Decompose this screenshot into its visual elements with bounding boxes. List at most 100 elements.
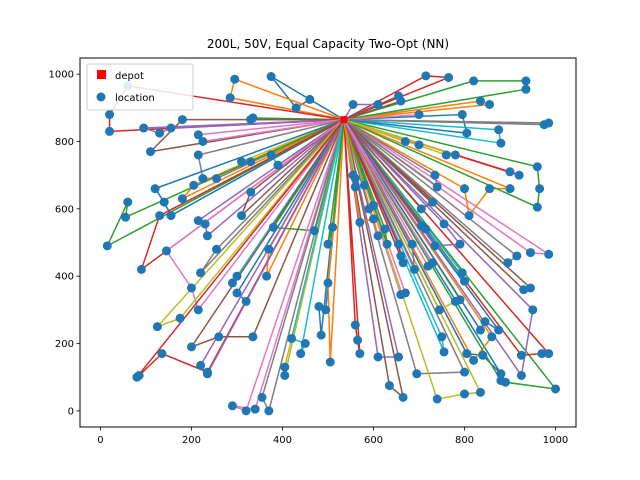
x-tick-label: 200 — [182, 435, 201, 446]
location-point — [516, 370, 526, 380]
location-point — [439, 347, 449, 357]
location-point — [350, 174, 360, 184]
location-point — [409, 264, 419, 274]
location-point — [230, 74, 240, 84]
route-line-61 — [343, 113, 468, 134]
location-point — [291, 103, 301, 113]
location-point — [373, 231, 383, 241]
location-point — [202, 231, 212, 241]
location-point — [398, 258, 408, 268]
location-point — [460, 367, 470, 377]
location-point — [400, 136, 410, 146]
location-point — [380, 224, 390, 234]
location-point — [421, 224, 431, 234]
location-point — [359, 180, 369, 190]
location-point — [475, 387, 485, 397]
location-point — [494, 125, 504, 135]
location-point — [460, 184, 470, 194]
route-line-18 — [199, 119, 345, 274]
location-point — [193, 305, 203, 315]
location-point — [105, 110, 115, 120]
location-point — [300, 339, 310, 349]
location-point — [532, 202, 542, 212]
location-point — [455, 239, 465, 249]
y-tick-label: 600 — [55, 204, 74, 215]
y-tick-label: 400 — [55, 272, 74, 283]
location-point — [457, 110, 467, 120]
x-axis: 0 200 400 600 800 1000 — [97, 427, 568, 446]
location-point — [280, 370, 290, 380]
location-point — [460, 389, 470, 399]
location-point — [314, 301, 324, 311]
location-point — [503, 258, 513, 268]
route-line-33 — [327, 119, 345, 245]
depot-layer — [340, 116, 348, 124]
location-point — [464, 211, 474, 221]
location-point — [394, 239, 404, 249]
location-point — [421, 71, 431, 81]
location-point — [139, 123, 149, 133]
location-point — [460, 276, 470, 286]
route-line-52 — [343, 118, 511, 217]
location-point — [241, 296, 251, 306]
y-tick-label: 1000 — [49, 70, 74, 81]
location-point — [430, 170, 440, 180]
location-point — [157, 349, 167, 359]
location-point — [496, 369, 506, 379]
location-point — [212, 174, 222, 184]
y-tick-label: 200 — [55, 339, 74, 350]
location-point — [134, 370, 144, 380]
location-point — [428, 197, 438, 207]
location-point — [177, 194, 187, 204]
location-point — [432, 182, 442, 192]
location-point — [407, 239, 417, 249]
legend-depot-label: depot — [115, 71, 144, 82]
location-point — [475, 325, 485, 335]
location-point — [161, 246, 171, 256]
location-point — [232, 288, 242, 298]
location-point — [296, 349, 306, 359]
location-point — [305, 94, 315, 104]
location-point — [485, 184, 495, 194]
location-point — [105, 126, 115, 136]
location-point — [166, 211, 176, 221]
route-line-59 — [343, 118, 457, 156]
route-line-58 — [343, 118, 438, 188]
location-point — [485, 99, 495, 109]
location-point — [382, 239, 392, 249]
location-point — [193, 216, 203, 226]
location-point — [225, 93, 235, 103]
location-point — [412, 369, 422, 379]
location-point — [437, 332, 447, 342]
location-point — [414, 140, 424, 150]
location-point — [212, 244, 222, 254]
location-point — [264, 406, 274, 416]
location-point — [394, 352, 404, 362]
route-line-56 — [343, 119, 434, 210]
location-point — [177, 115, 187, 125]
location-point — [189, 180, 199, 190]
location-point — [551, 384, 561, 394]
location-point — [136, 264, 146, 274]
location-point — [155, 211, 165, 221]
location-point — [196, 268, 206, 278]
route-line-6 — [149, 118, 345, 153]
location-point — [214, 332, 224, 342]
location-point — [525, 283, 535, 293]
location-point — [266, 72, 276, 82]
location-point — [544, 349, 554, 359]
location-point — [480, 317, 490, 327]
location-point — [328, 222, 338, 232]
location-point — [316, 330, 326, 340]
location-point — [102, 241, 112, 251]
route-line-35 — [343, 119, 400, 358]
location-point — [268, 222, 278, 232]
legend-location-marker — [96, 92, 106, 102]
location-point — [353, 335, 363, 345]
location-point — [373, 99, 383, 109]
location-point — [500, 377, 510, 387]
location-point — [150, 184, 160, 194]
location-point — [186, 342, 196, 352]
location-point — [280, 362, 290, 372]
location-point — [487, 332, 497, 342]
